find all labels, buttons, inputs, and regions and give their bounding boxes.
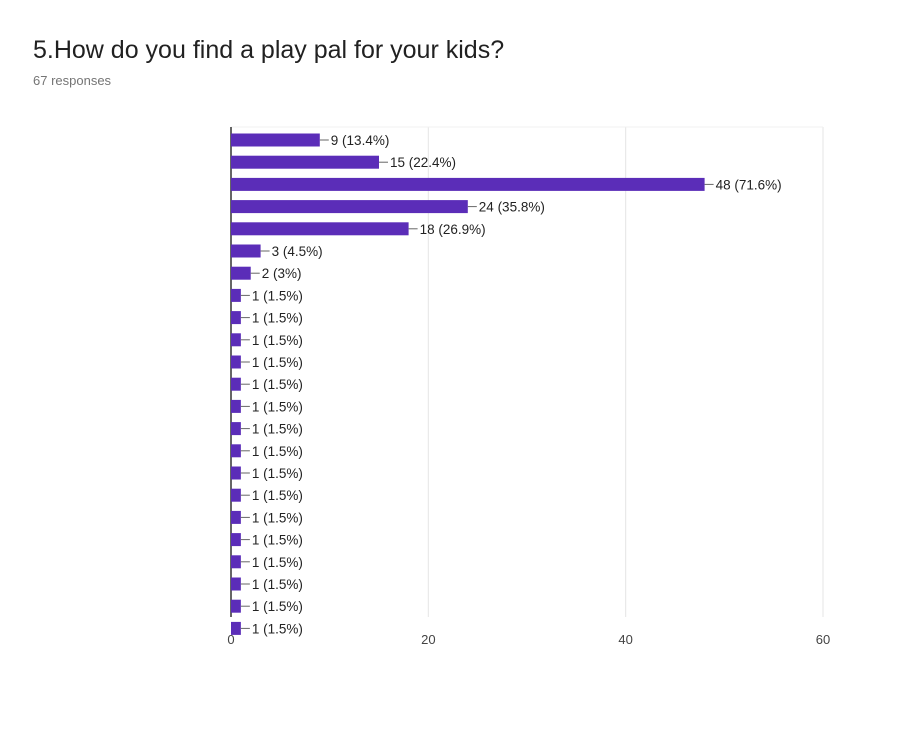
data-label: 24 (35.8%): [479, 200, 545, 215]
data-label: 1 (1.5%): [252, 377, 303, 392]
bar: [231, 288, 241, 302]
data-label: 18 (26.9%): [420, 222, 486, 237]
bar: [231, 200, 468, 214]
data-label: 1 (1.5%): [252, 488, 303, 503]
data-label: 1 (1.5%): [252, 533, 303, 548]
bar: [231, 266, 251, 280]
data-label: 3 (4.5%): [272, 244, 323, 259]
data-label: 48 (71.6%): [716, 177, 782, 192]
data-label: 1 (1.5%): [252, 333, 303, 348]
response-count: 67 responses: [33, 73, 112, 88]
data-label: 1 (1.5%): [252, 577, 303, 592]
question-title: 5.How do you find a play pal for your ki…: [33, 36, 505, 64]
data-label: 1 (1.5%): [252, 510, 303, 525]
x-axis-ticks: 0 20 40 60: [227, 632, 830, 647]
data-label: 1 (1.5%): [252, 311, 303, 326]
data-label: 1 (1.5%): [252, 422, 303, 437]
bar: [231, 155, 379, 169]
bar: [231, 444, 241, 458]
data-label: 9 (13.4%): [331, 133, 390, 148]
x-tick-label: 40: [618, 632, 632, 647]
data-label: 1 (1.5%): [252, 599, 303, 614]
bar: [231, 311, 241, 325]
bar: [231, 466, 241, 480]
bar: [231, 133, 320, 147]
data-label: 1 (1.5%): [252, 288, 303, 303]
data-label: 1 (1.5%): [252, 355, 303, 370]
bar: [231, 533, 241, 547]
bar: [231, 177, 705, 191]
bar: [231, 399, 241, 413]
bar: [231, 488, 241, 502]
bar: [231, 599, 241, 613]
bar: [231, 577, 241, 591]
data-label: 1 (1.5%): [252, 444, 303, 459]
bar: [231, 510, 241, 524]
data-labels: 9 (13.4%)15 (22.4%) 48 (71.6%) 24 (35.8%) 1…: [240, 133, 782, 636]
data-label: 1 (1.5%): [252, 399, 303, 414]
bar: [231, 244, 261, 258]
bar: [231, 377, 241, 391]
x-tick-label: 20: [421, 632, 435, 647]
bar: [231, 222, 409, 236]
bar: [231, 621, 241, 635]
bars: [231, 133, 705, 635]
data-label: 15 (22.4%): [390, 155, 456, 170]
data-label: 1 (1.5%): [252, 621, 303, 636]
x-tick-label: 0: [227, 632, 234, 647]
bar: [231, 355, 241, 369]
x-tick-label: 60: [816, 632, 830, 647]
data-label: 2 (3%): [262, 266, 302, 281]
bar: [231, 555, 241, 569]
bar: [231, 422, 241, 436]
data-label: 1 (1.5%): [252, 466, 303, 481]
bar: [231, 333, 241, 347]
data-label: 1 (1.5%): [252, 555, 303, 570]
